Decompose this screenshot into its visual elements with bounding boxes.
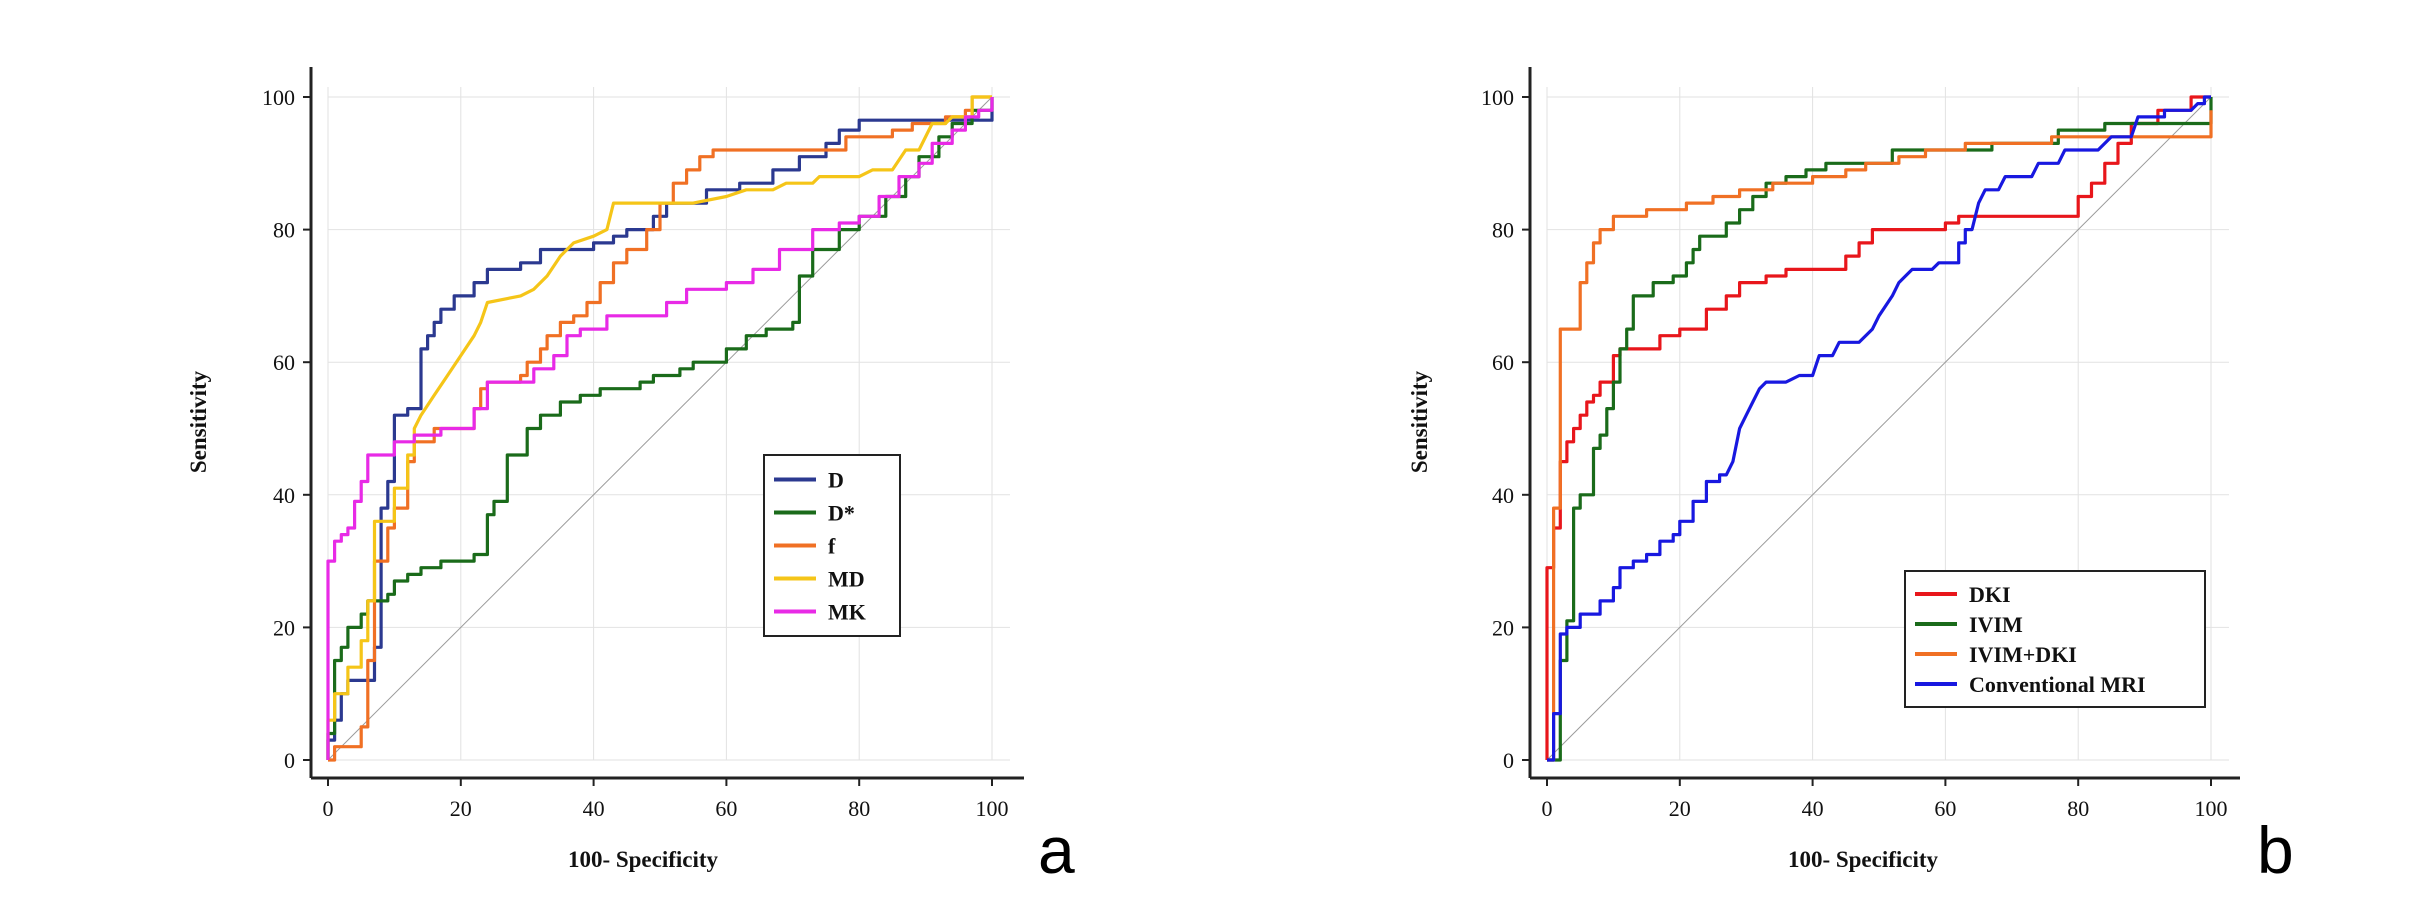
panel-a-y-tick-label-20: 20 xyxy=(273,615,295,640)
panel-a-x-tick-label-40: 40 xyxy=(583,796,605,821)
panel-a-y-tick-label-40: 40 xyxy=(273,483,295,508)
panel-a-series-mk xyxy=(326,97,994,760)
panel-a-legend-label-d: D xyxy=(828,468,844,493)
panel-a-ticks: 0 20 40 60 80 100 0 20 40 60 80 100 xyxy=(262,85,1009,821)
panel-b-x-tick-label-60: 60 xyxy=(1934,796,1956,821)
panel-a-y-tick-label-100: 100 xyxy=(262,85,295,110)
panel-b-legend: DKI IVIM IVIM+DKI Conventional MRI xyxy=(1904,570,2206,708)
panel-a-x-axis-label: 100- Specificity xyxy=(568,847,719,872)
panel-a-series xyxy=(326,95,994,762)
panel-b-series-conventional-mri xyxy=(1547,95,2211,762)
panel-b-x-tick-label-20: 20 xyxy=(1669,796,1691,821)
panel-a-x-tick-label-100: 100 xyxy=(976,796,1009,821)
panel-b-letter: b xyxy=(2257,813,2294,887)
panel-b-legend-label-conventional-mri: Conventional MRI xyxy=(1969,672,2146,697)
panel-b-ticks: 0 20 40 60 80 100 0 20 40 60 80 100 xyxy=(1481,85,2228,821)
panel-b-y-tick-label-20: 20 xyxy=(1492,615,1514,640)
panel-a-axes xyxy=(309,67,1024,780)
panel-b-grid xyxy=(1546,87,2229,761)
panel-b-series-dki xyxy=(1545,95,2211,760)
panel-b-reference-line xyxy=(1546,96,2212,761)
panel-a-x-tick-label-20: 20 xyxy=(450,796,472,821)
panel-a-series-d- xyxy=(326,97,994,760)
panel-a-y-tick-label-80: 80 xyxy=(273,218,295,243)
panel-b-legend-label-dki: DKI xyxy=(1969,582,2011,607)
panel-a-letter: a xyxy=(1038,813,1075,887)
panel-a-series-d xyxy=(326,97,994,760)
panel-b-series xyxy=(1545,95,2213,762)
panel-b-y-tick-label-40: 40 xyxy=(1492,483,1514,508)
panel-a-legend: D D* f MD MK xyxy=(763,454,901,637)
panel-a-reference-line xyxy=(327,96,993,761)
panel-b: 0 20 40 60 80 100 0 20 40 60 80 100 100- Specificit… xyxy=(1407,67,2294,887)
panel-b-x-tick-label-0: 0 xyxy=(1542,796,1553,821)
panel-b-x-tick-label-40: 40 xyxy=(1802,796,1824,821)
panel-a-y-tick-label-0: 0 xyxy=(284,748,295,773)
panel-a-x-tick-label-60: 60 xyxy=(715,796,737,821)
panel-a-legend-label-f: f xyxy=(828,534,836,559)
panel-a-x-tick-label-80: 80 xyxy=(848,796,870,821)
panel-b-y-tick-label-0: 0 xyxy=(1503,748,1514,773)
panel-b-x-axis-label: 100- Specificity xyxy=(1788,847,1939,872)
panel-a-legend-label-mk: MK xyxy=(828,600,866,625)
panel-a-y-axis-label: Sensitivity xyxy=(186,370,211,473)
panel-b-legend-label-ivim: IVIM xyxy=(1969,612,2023,637)
panel-a-x-tick-label-0: 0 xyxy=(323,796,334,821)
panel-b-legend-label-ivim-dki: IVIM+DKI xyxy=(1969,642,2077,667)
panel-a-series-md xyxy=(326,95,992,760)
panel-b-x-tick-label-80: 80 xyxy=(2067,796,2089,821)
panel-b-y-tick-label-80: 80 xyxy=(1492,218,1514,243)
panel-b-y-tick-label-60: 60 xyxy=(1492,350,1514,375)
panel-a-y-tick-label-60: 60 xyxy=(273,350,295,375)
panel-a-legend-label-md: MD xyxy=(828,567,865,592)
panel-b-x-tick-label-100: 100 xyxy=(2195,796,2228,821)
panel-a-legend-label-d-: D* xyxy=(828,501,855,526)
panel-a: 0 20 40 60 80 100 0 20 40 60 80 100 100- Specificit… xyxy=(186,67,1075,887)
panel-b-series-ivim-dki xyxy=(1547,110,2213,762)
panel-b-y-axis-label: Sensitivity xyxy=(1407,370,1432,473)
panel-a-grid xyxy=(327,87,1010,761)
panel-b-y-tick-label-100: 100 xyxy=(1481,85,1514,110)
panel-b-axes xyxy=(1528,67,2240,780)
